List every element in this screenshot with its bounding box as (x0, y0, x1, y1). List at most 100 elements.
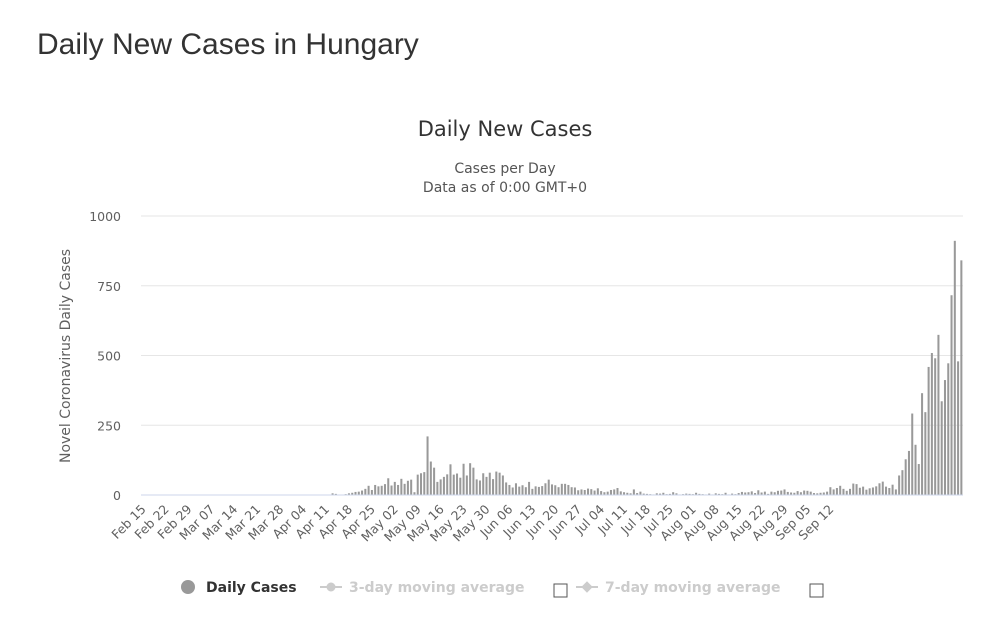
bar-daily-cases[interactable] (754, 493, 757, 495)
bar-daily-cases[interactable] (361, 490, 364, 495)
bar-daily-cases[interactable] (875, 486, 878, 495)
bar-daily-cases[interactable] (708, 493, 711, 495)
bar-daily-cases[interactable] (695, 492, 698, 495)
bar-daily-cases[interactable] (397, 484, 400, 495)
bar-daily-cases[interactable] (659, 493, 662, 495)
bar-daily-cases[interactable] (672, 492, 675, 495)
bar-daily-cases[interactable] (688, 493, 691, 495)
bar-daily-cases[interactable] (629, 493, 632, 495)
bar-daily-cases[interactable] (822, 492, 825, 495)
bar-daily-cases[interactable] (393, 481, 396, 495)
bar-daily-cases[interactable] (524, 487, 527, 495)
bar-daily-cases[interactable] (511, 487, 514, 495)
bar-daily-cases[interactable] (478, 480, 481, 495)
bar-daily-cases[interactable] (593, 490, 596, 495)
bar-daily-cases[interactable] (645, 493, 648, 495)
checkbox-7day-average[interactable] (809, 583, 824, 598)
bar-daily-cases[interactable] (930, 352, 933, 495)
bar-daily-cases[interactable] (364, 488, 367, 495)
bar-daily-cases[interactable] (429, 461, 432, 495)
bar-daily-cases[interactable] (616, 488, 619, 495)
bar-daily-cases[interactable] (623, 492, 626, 495)
bar-daily-cases[interactable] (947, 363, 950, 495)
bar-daily-cases[interactable] (642, 493, 645, 495)
bar-daily-cases[interactable] (400, 478, 403, 495)
bar-daily-cases[interactable] (803, 490, 806, 495)
bar-daily-cases[interactable] (839, 485, 842, 495)
bar-daily-cases[interactable] (842, 488, 845, 495)
bar-daily-cases[interactable] (901, 470, 904, 495)
bar-daily-cases[interactable] (531, 488, 534, 495)
bar-daily-cases[interactable] (498, 472, 501, 495)
bar-daily-cases[interactable] (636, 493, 639, 495)
bar-daily-cases[interactable] (485, 476, 488, 495)
bar-daily-cases[interactable] (812, 493, 816, 495)
bar-daily-cases[interactable] (554, 485, 557, 495)
bar-daily-cases[interactable] (783, 489, 786, 495)
bar-daily-cases[interactable] (488, 472, 491, 495)
bar-daily-cases[interactable] (744, 492, 747, 495)
bar-daily-cases[interactable] (387, 478, 390, 495)
bar-daily-cases[interactable] (410, 479, 413, 495)
bar-daily-cases[interactable] (462, 463, 465, 495)
bar-daily-cases[interactable] (773, 492, 776, 495)
bar-daily-cases[interactable] (423, 472, 426, 495)
bar-daily-cases[interactable] (835, 488, 838, 495)
bar-daily-cases[interactable] (950, 295, 953, 495)
bar-daily-cases[interactable] (564, 483, 567, 495)
bar-daily-cases[interactable] (465, 475, 468, 495)
bar-daily-cases[interactable] (469, 463, 472, 495)
bar-daily-cases[interactable] (331, 493, 334, 495)
bar-daily-cases[interactable] (419, 473, 423, 495)
bar-daily-cases[interactable] (374, 484, 377, 495)
bar-daily-cases[interactable] (354, 491, 357, 495)
bar-daily-cases[interactable] (953, 240, 956, 495)
bar-daily-cases[interactable] (871, 487, 874, 495)
bar-daily-cases[interactable] (537, 486, 540, 495)
bar-daily-cases[interactable] (380, 485, 383, 495)
bar-daily-cases[interactable] (383, 484, 386, 495)
bar-daily-cases[interactable] (885, 486, 888, 495)
bar-daily-cases[interactable] (570, 487, 573, 495)
bar-daily-cases[interactable] (685, 493, 688, 495)
bar-daily-cases[interactable] (583, 489, 586, 495)
bar-daily-cases[interactable] (456, 473, 459, 495)
bar-daily-cases[interactable] (514, 483, 517, 495)
bar-daily-cases[interactable] (796, 491, 799, 495)
bar-daily-cases[interactable] (436, 481, 439, 495)
bar-daily-cases[interactable] (960, 260, 963, 495)
bar-daily-cases[interactable] (731, 493, 734, 495)
bar-daily-cases[interactable] (347, 493, 350, 495)
bar-daily-cases[interactable] (809, 491, 812, 495)
bar-daily-cases[interactable] (560, 483, 563, 495)
bar-daily-cases[interactable] (639, 491, 642, 495)
bar-daily-cases[interactable] (406, 480, 409, 495)
legend-item-7day-average[interactable]: 7-day moving average (576, 580, 781, 596)
bar-daily-cases[interactable] (472, 467, 475, 495)
bar-daily-cases[interactable] (862, 486, 865, 495)
bar-daily-cases[interactable] (433, 467, 436, 495)
bar-daily-cases[interactable] (619, 491, 622, 495)
bar-daily-cases[interactable] (482, 473, 485, 495)
bar-daily-cases[interactable] (446, 474, 449, 495)
bar-daily-cases[interactable] (675, 493, 678, 495)
bar-daily-cases[interactable] (600, 491, 603, 495)
bar-daily-cases[interactable] (849, 488, 852, 495)
bar-daily-cases[interactable] (767, 493, 770, 495)
bar-daily-cases[interactable] (757, 490, 760, 495)
bar-daily-cases[interactable] (957, 361, 960, 495)
bar-daily-cases[interactable] (452, 474, 455, 495)
bar-daily-cases[interactable] (924, 412, 927, 495)
bar-daily-cases[interactable] (770, 491, 773, 495)
bar-daily-cases[interactable] (626, 492, 629, 495)
bar-daily-cases[interactable] (714, 493, 717, 495)
bar-daily-cases[interactable] (878, 483, 881, 495)
bar-daily-cases[interactable] (786, 491, 789, 495)
bar-daily-cases[interactable] (459, 477, 462, 495)
bar-daily-cases[interactable] (937, 334, 940, 495)
bar-daily-cases[interactable] (868, 488, 871, 495)
bar-daily-cases[interactable] (927, 366, 930, 495)
bar-daily-cases[interactable] (881, 481, 884, 495)
bar-daily-cases[interactable] (907, 450, 910, 495)
bar-daily-cases[interactable] (724, 492, 727, 495)
